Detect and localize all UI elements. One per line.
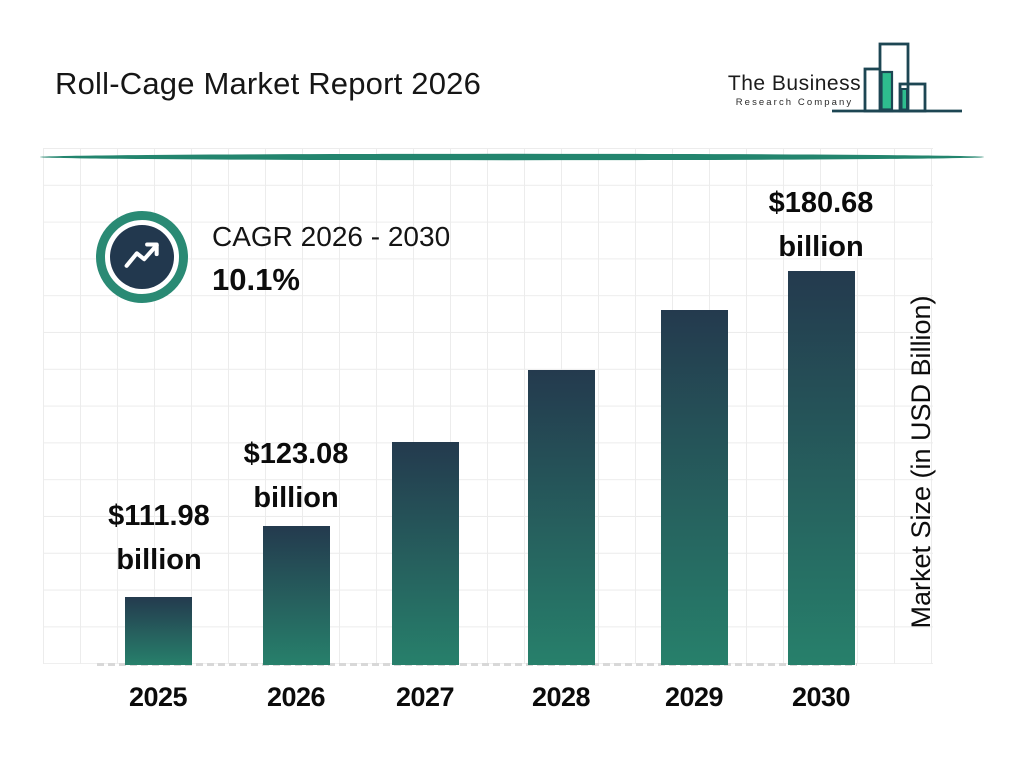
company-logo-text: The Business Research Company: [722, 72, 867, 108]
trend-up-icon: [110, 225, 174, 289]
cagr-label: CAGR 2026 - 2030: [212, 221, 451, 252]
bar-2029: [661, 310, 728, 665]
logo-bars-icon: [832, 42, 962, 113]
value-label-amount: $111.98: [108, 500, 210, 532]
separator-line: [40, 153, 984, 161]
value-label-amount: $180.68: [768, 187, 874, 219]
bar-2026: [263, 526, 330, 665]
cagr-value: 10.1%: [212, 262, 300, 297]
bar-2025: [125, 597, 192, 665]
bar-2030: [788, 271, 855, 665]
y-axis-label: Market Size (in USD Billion): [906, 295, 936, 629]
logo-text-secondary: Research Company: [735, 97, 854, 108]
page-title: Roll-Cage Market Report 2026: [55, 66, 482, 101]
value-label-2030: $180.68 billion: [706, 181, 936, 269]
value-label-unit: billion: [253, 482, 339, 514]
value-label-unit: billion: [116, 544, 202, 576]
bar-2028: [528, 370, 595, 665]
x-tick-2027: 2027: [395, 682, 455, 712]
x-tick-2025: 2025: [128, 682, 188, 712]
value-label-unit: billion: [778, 231, 864, 263]
logo-text-primary: The Business: [727, 72, 862, 95]
cagr-badge: [96, 211, 188, 303]
x-tick-2030: 2030: [791, 682, 851, 712]
x-tick-2026: 2026: [266, 682, 326, 712]
x-tick-2029: 2029: [664, 682, 724, 712]
value-label-amount: $123.08: [243, 438, 349, 470]
chart-gridlines: [43, 148, 933, 664]
x-axis-baseline: [97, 663, 857, 666]
x-tick-2028: 2028: [531, 682, 591, 712]
value-label-2025: $111.98 billion: [44, 494, 274, 582]
bar-2027: [392, 442, 459, 665]
value-label-2026: $123.08 billion: [181, 432, 411, 520]
